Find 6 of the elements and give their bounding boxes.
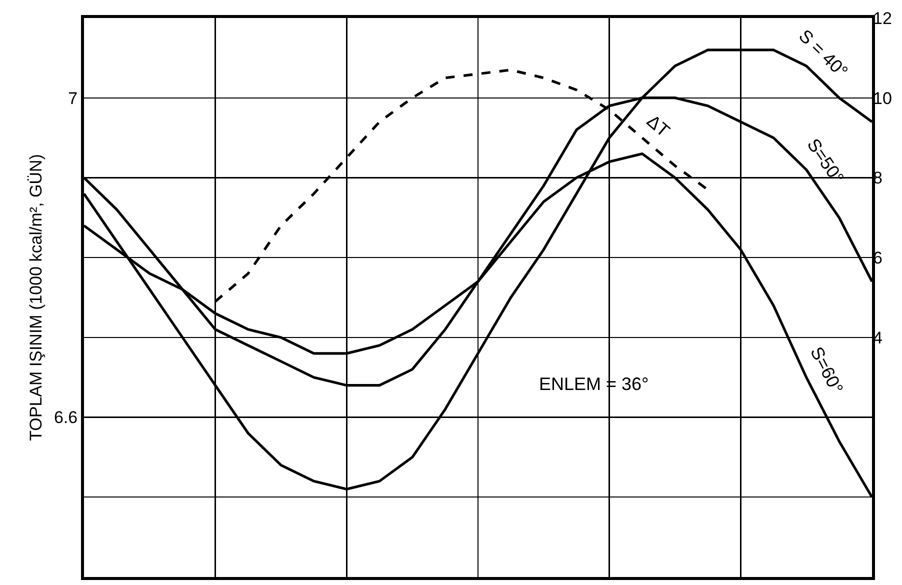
y2-tick-label: 10 [873,88,892,108]
text: ΔT [643,110,674,141]
y-axis-title: TOPLAM IŞINIM (1000 kcal/m², GÜN) [26,154,46,441]
y-tick-label: 6.6 [54,408,78,428]
y-tick-label: 7 [68,88,78,108]
text: S = 40° [794,26,852,82]
